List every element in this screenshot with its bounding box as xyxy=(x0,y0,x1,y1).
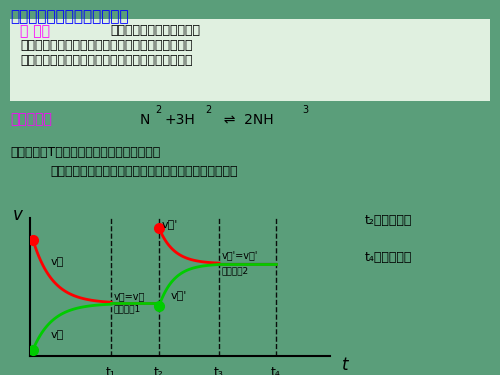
Text: t: t xyxy=(342,357,348,375)
Text: 增大压强，使化学平衡向着气体体积缩小的方向移动: 增大压强，使化学平衡向着气体体积缩小的方向移动 xyxy=(20,39,193,53)
Text: 减小压强，使化学平衡向着气体体积增大的方向移动: 减小压强，使化学平衡向着气体体积增大的方向移动 xyxy=(20,54,193,68)
Text: 结 论：: 结 论： xyxy=(20,24,50,38)
Text: v正': v正' xyxy=(162,219,178,229)
Text: v逆': v逆' xyxy=(171,290,188,300)
Text: 原因分析：: 原因分析： xyxy=(10,112,52,126)
Text: v正: v正 xyxy=(51,257,64,267)
Text: N: N xyxy=(140,112,150,126)
Text: 2: 2 xyxy=(205,105,211,115)
Text: t₄: t₄ xyxy=(271,366,281,375)
Text: t₂：增大压强: t₂：增大压强 xyxy=(365,214,412,227)
Text: 平衡状态2: 平衡状态2 xyxy=(222,266,249,275)
Text: （二）压强对化学平衡的影响: （二）压强对化学平衡的影响 xyxy=(10,9,128,24)
Text: t₃: t₃ xyxy=(214,366,224,375)
Text: 实验证明：T一定时，压强改变对气体体积大: 实验证明：T一定时，压强改变对气体体积大 xyxy=(10,146,160,159)
Text: t₂: t₂ xyxy=(154,366,164,375)
Text: v正=v逆: v正=v逆 xyxy=(114,291,146,302)
Text: v正'=v逆': v正'=v逆' xyxy=(222,251,258,261)
Text: （即气体化学计量数大）的一方反应速率影响尤为显著。: （即气体化学计量数大）的一方反应速率影响尤为显著。 xyxy=(50,165,238,178)
Text: ⇌  2NH: ⇌ 2NH xyxy=(215,112,274,126)
Text: t₁: t₁ xyxy=(106,366,116,375)
Text: 2: 2 xyxy=(155,105,161,115)
Text: v: v xyxy=(13,206,23,224)
Text: t₄：减小压强: t₄：减小压强 xyxy=(365,251,412,264)
Bar xyxy=(10,19,490,101)
Text: 3: 3 xyxy=(302,105,308,115)
Text: +3H: +3H xyxy=(165,112,196,126)
Text: v逆: v逆 xyxy=(51,330,64,340)
Text: 平衡状态1: 平衡状态1 xyxy=(114,304,141,313)
Text: 在其他条件不变的情况下：: 在其他条件不变的情况下： xyxy=(110,24,200,38)
